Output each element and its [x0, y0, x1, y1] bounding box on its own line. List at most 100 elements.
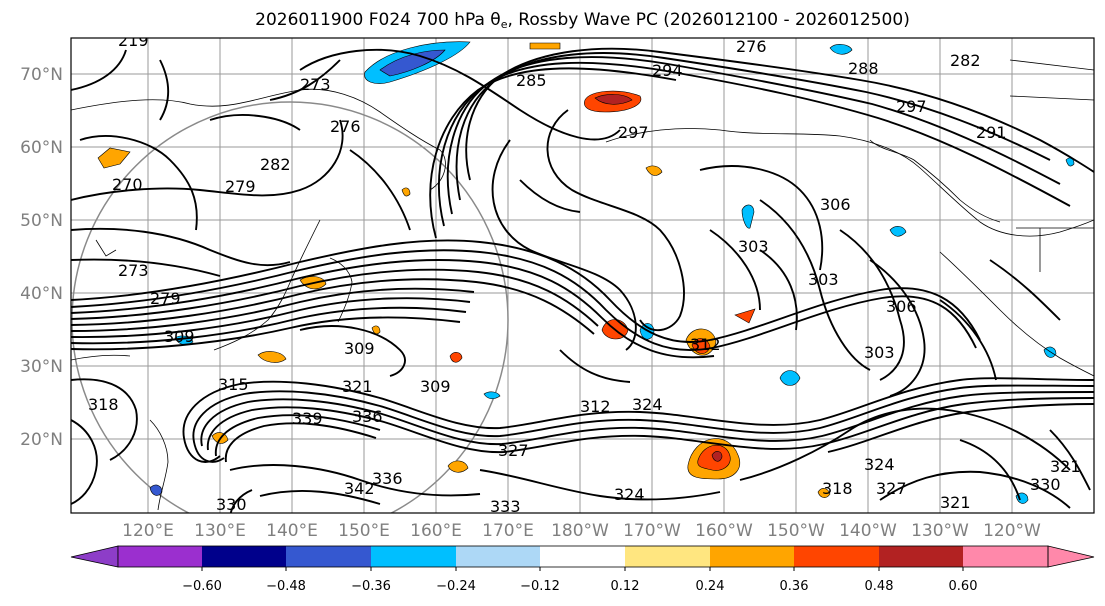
contour-label: 273 [300, 75, 331, 94]
map-frame [70, 37, 1095, 514]
latitude-labels: 70°N 60°N 50°N 40°N 30°N 20°N [20, 65, 63, 450]
colorbar-segment [710, 546, 794, 567]
contour-label: 285 [516, 71, 547, 90]
lon-label: 180°W [551, 521, 609, 541]
contour-label: 303 [864, 343, 895, 362]
colorbar-segment [371, 546, 456, 567]
contour-label: 342 [344, 479, 375, 498]
contour-label: 276 [330, 117, 361, 136]
coastlines [71, 59, 1094, 511]
lon-label: 140°W [839, 521, 897, 541]
title-theta-subscript: e [500, 18, 508, 31]
contour-label: 318 [822, 479, 853, 498]
contour-label: 330 [1030, 475, 1061, 494]
colorbar-extend-high [1047, 545, 1095, 568]
colorbar-segment [625, 546, 710, 567]
contour-label: 309 [164, 327, 195, 346]
contour-label: 312 [690, 335, 721, 354]
longitude-labels: 120°E 130°E 140°E 150°E 160°E 170°E 180°… [122, 521, 1041, 541]
colorbar-extend-low [70, 545, 119, 568]
lat-label-30n: 30°N [20, 357, 63, 377]
contour-label: 330 [216, 495, 247, 514]
contour-label: 309 [344, 339, 375, 358]
lon-label: 170°E [482, 521, 534, 541]
colorbar-segment [794, 546, 879, 567]
lon-label: 140°E [266, 521, 318, 541]
lon-label: 120°W [983, 521, 1041, 541]
colorbar-segment [879, 546, 963, 567]
contour-label: 273 [118, 261, 149, 280]
contours [71, 47, 1094, 513]
contour-label: 297 [896, 97, 927, 116]
lon-label: 170°W [623, 521, 681, 541]
colorbar-tick-label: −0.36 [351, 579, 391, 594]
contour-label: 279 [150, 289, 181, 308]
lon-label: 150°W [767, 521, 825, 541]
contour-label: 279 [225, 177, 256, 196]
lat-label-20n: 20°N [20, 430, 63, 450]
colorbar-segment [118, 546, 202, 567]
colorbar-segment [456, 546, 540, 567]
colorbar: −0.60 −0.48 −0.36 −0.24 −0.12 0.12 0.24 … [70, 545, 1095, 594]
colorbar-segment [202, 546, 286, 567]
contour-label: 324 [864, 455, 895, 474]
lat-label-40n: 40°N [20, 284, 63, 304]
colorbar-frame [117, 545, 1049, 568]
contour-label: 321 [1050, 457, 1081, 476]
contour-label: 276 [736, 37, 767, 56]
contour-label: 339 [292, 409, 323, 428]
lat-label-70n: 70°N [20, 65, 63, 85]
contour-label: 306 [886, 297, 917, 316]
lat-label-60n: 60°N [20, 138, 63, 158]
title-theta-symbol: θ [490, 10, 501, 30]
contour-label: 282 [260, 155, 291, 174]
contour-label: 324 [614, 485, 645, 504]
contour-label: 270 [112, 175, 143, 194]
lon-label: 150°E [338, 521, 390, 541]
lon-label: 130°W [911, 521, 969, 541]
colorbar-tick-label: 0.24 [696, 579, 725, 594]
lat-label-50n: 50°N [20, 211, 63, 231]
contour-label: 291 [976, 123, 1007, 142]
colorbar-tick-label: 0.48 [865, 579, 894, 594]
colorbar-segment [540, 546, 625, 567]
contour-label: 327 [876, 479, 907, 498]
title-suffix: , Rossby Wave PC (2026012100 - 202601250… [507, 10, 910, 30]
contour-label: 303 [808, 270, 839, 289]
contour-label: 309 [420, 377, 451, 396]
contour-label: 318 [88, 395, 119, 414]
contour-label: 321 [342, 377, 373, 396]
colorbar-tick-label: −0.24 [436, 579, 476, 594]
contour-label: 321 [940, 493, 971, 512]
contour-label: 282 [950, 51, 981, 70]
lon-label: 130°E [194, 521, 246, 541]
map-panel: 219 276 288 282 273 294 285 276 297 291 … [71, 31, 1094, 516]
contour-labels: 219 276 288 282 273 294 285 276 297 291 … [88, 31, 1081, 516]
colorbar-tick-label: −0.48 [266, 579, 306, 594]
colorbar-tick-label: 0.36 [780, 579, 809, 594]
colorbar-segment [286, 546, 371, 567]
colorbar-tick-label: −0.60 [182, 579, 222, 594]
contour-label: 312 [580, 397, 611, 416]
contour-label: 336 [372, 469, 403, 488]
contour-label: 336 [352, 407, 383, 426]
colorbar-segment [963, 546, 1048, 567]
contour-label: 333 [490, 497, 521, 516]
contour-label: 303 [738, 237, 769, 256]
reference-circle [71, 101, 509, 513]
figure-title: 2026011900 F024 700 hPa θe, Rossby Wave … [0, 10, 1105, 31]
contour-label: 297 [618, 123, 649, 142]
title-prefix: 2026011900 F024 700 hPa [255, 10, 491, 30]
contour-label: 294 [652, 61, 683, 80]
colorbar-tick-label: 0.12 [611, 579, 640, 594]
contour-label: 327 [498, 441, 529, 460]
colorbar-tick-label: −0.12 [520, 579, 560, 594]
lon-label: 160°E [410, 521, 462, 541]
contour-label: 324 [632, 395, 663, 414]
colorbar-tick-label: 0.60 [949, 579, 978, 594]
lon-label: 160°W [695, 521, 753, 541]
contour-label: 306 [820, 195, 851, 214]
contour-label: 219 [118, 31, 149, 50]
lon-label: 120°E [122, 521, 174, 541]
